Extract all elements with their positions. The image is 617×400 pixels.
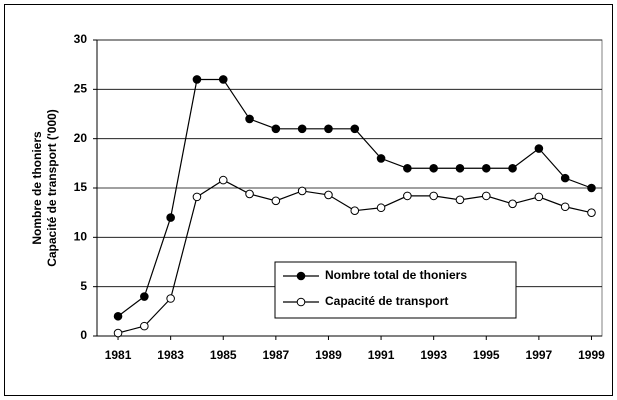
y-tick-label: 20 bbox=[74, 131, 88, 145]
legend-marker bbox=[296, 297, 306, 307]
series-marker bbox=[534, 192, 544, 202]
x-tick-label: 1985 bbox=[210, 348, 237, 362]
x-tick-label: 1989 bbox=[315, 348, 342, 362]
series-marker bbox=[192, 192, 202, 202]
x-tick-label: 1997 bbox=[526, 348, 553, 362]
series-marker bbox=[587, 183, 596, 193]
series-marker bbox=[455, 163, 465, 173]
series-marker bbox=[429, 163, 438, 173]
series-marker bbox=[481, 191, 491, 201]
y-axis-label: Capacité de transport ('000) bbox=[45, 109, 59, 267]
series-marker bbox=[324, 190, 333, 200]
series-marker bbox=[245, 189, 254, 199]
x-tick-label: 1993 bbox=[420, 348, 447, 362]
y-axis-label: Nombre de thoniers bbox=[30, 131, 44, 245]
legend-marker bbox=[296, 271, 306, 281]
x-tick-label: 1991 bbox=[368, 348, 395, 362]
series-marker bbox=[218, 75, 228, 84]
series-marker bbox=[455, 195, 465, 205]
series-marker bbox=[350, 206, 360, 215]
series-marker bbox=[376, 154, 386, 163]
series-marker bbox=[192, 75, 202, 84]
y-tick-label: 0 bbox=[80, 328, 87, 342]
series-marker bbox=[324, 124, 333, 134]
series-marker bbox=[481, 163, 491, 173]
series-marker bbox=[403, 191, 412, 201]
series-marker bbox=[113, 328, 123, 338]
series-marker bbox=[113, 311, 123, 321]
series-marker bbox=[166, 213, 175, 222]
series-marker bbox=[271, 124, 281, 134]
series-marker bbox=[376, 203, 386, 213]
y-tick-label: 5 bbox=[80, 279, 87, 293]
legend-label: Nombre total de thoniers bbox=[325, 268, 467, 282]
series-marker bbox=[403, 163, 412, 173]
series-marker bbox=[534, 144, 544, 153]
legend-label: Capacité de transport bbox=[325, 294, 448, 308]
series-marker bbox=[218, 175, 228, 185]
y-tick-label: 10 bbox=[74, 230, 88, 244]
series-marker bbox=[140, 292, 149, 301]
series-marker bbox=[587, 208, 596, 217]
series-marker bbox=[350, 124, 360, 134]
x-tick-label: 1981 bbox=[105, 348, 132, 362]
series-marker bbox=[508, 199, 517, 209]
chart-border bbox=[4, 4, 613, 396]
series-marker bbox=[245, 114, 254, 124]
series-marker bbox=[560, 173, 570, 183]
series-marker bbox=[508, 163, 517, 173]
series-marker bbox=[560, 202, 570, 212]
legend-box bbox=[274, 261, 517, 319]
series-marker bbox=[166, 294, 175, 303]
series-marker bbox=[140, 321, 149, 331]
x-tick-label: 1999 bbox=[578, 348, 605, 362]
y-tick-label: 25 bbox=[74, 82, 88, 96]
x-tick-label: 1983 bbox=[157, 348, 184, 362]
series-marker bbox=[297, 124, 307, 134]
x-tick-label: 1987 bbox=[263, 348, 290, 362]
series-marker bbox=[429, 191, 438, 201]
series-marker bbox=[297, 186, 307, 196]
series-marker bbox=[271, 196, 281, 206]
x-tick-label: 1995 bbox=[473, 348, 500, 362]
y-tick-label: 15 bbox=[74, 180, 88, 194]
y-tick-label: 30 bbox=[74, 32, 88, 46]
